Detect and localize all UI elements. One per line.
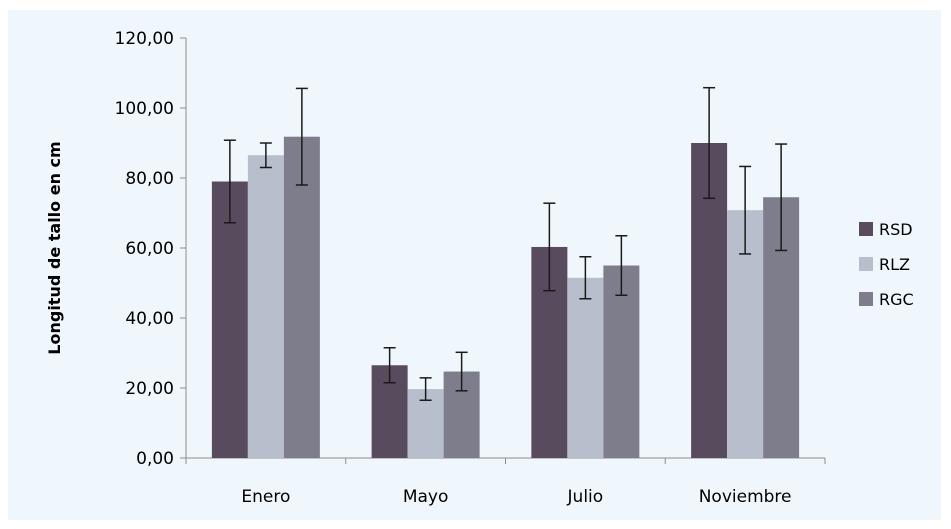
bar-rgc bbox=[283, 136, 320, 458]
legend-label: RSD bbox=[879, 220, 913, 239]
error-bar bbox=[775, 143, 788, 252]
legend-swatch bbox=[859, 292, 873, 306]
x-category-label: Julio bbox=[567, 487, 604, 507]
y-tick-label: 120,00 bbox=[115, 29, 174, 49]
bar-rgc bbox=[603, 265, 640, 458]
y-axis-title: Longitud de tallo en cm bbox=[45, 141, 64, 354]
error-bar bbox=[419, 377, 432, 401]
legend-item-rgc: RGC bbox=[859, 290, 914, 309]
y-tick-label: 0,00 bbox=[136, 449, 174, 469]
y-tick-label: 20,00 bbox=[125, 379, 174, 399]
error-bar bbox=[739, 165, 752, 255]
bars bbox=[211, 136, 800, 458]
x-category-label: Noviembre bbox=[699, 487, 792, 507]
error-bar bbox=[223, 139, 236, 224]
error-bar bbox=[579, 256, 592, 300]
y-tick-label: 80,00 bbox=[125, 169, 174, 189]
chart-frame: 0,00 20,00 40,00 60,00 80,00 100,00 120,00 Ene… bbox=[8, 10, 941, 520]
legend-swatch bbox=[859, 222, 873, 236]
y-axis: 0,00 20,00 40,00 60,00 80,00 100,00 120,00 bbox=[115, 29, 187, 469]
error-bar bbox=[295, 87, 308, 186]
bar-rlz bbox=[247, 155, 284, 458]
bar-rsd bbox=[211, 181, 248, 458]
error-bars bbox=[223, 86, 788, 401]
legend-item-rsd: RSD bbox=[859, 220, 913, 239]
x-axis: Enero Mayo Julio Noviembre bbox=[185, 457, 826, 507]
error-bar bbox=[703, 86, 716, 200]
error-bar bbox=[455, 351, 468, 392]
y-tick-label: 100,00 bbox=[115, 99, 174, 119]
legend-swatch bbox=[859, 257, 873, 271]
y-tick-label: 60,00 bbox=[125, 239, 174, 259]
y-tick-label: 40,00 bbox=[125, 309, 174, 329]
x-category-label: Mayo bbox=[403, 487, 449, 507]
error-bar bbox=[543, 202, 556, 292]
legend-label: RGC bbox=[879, 290, 914, 309]
x-category-label: Enero bbox=[241, 487, 290, 507]
error-bar bbox=[615, 235, 628, 296]
legend-label: RLZ bbox=[879, 255, 910, 274]
legend-item-rlz: RLZ bbox=[859, 255, 910, 274]
bar-rlz bbox=[567, 277, 604, 458]
error-bar bbox=[259, 142, 272, 169]
error-bar bbox=[383, 347, 396, 384]
legend: RSD RLZ RGC bbox=[859, 220, 914, 309]
bar-chart: 0,00 20,00 40,00 60,00 80,00 100,00 120,00 Ene… bbox=[45, 29, 914, 507]
